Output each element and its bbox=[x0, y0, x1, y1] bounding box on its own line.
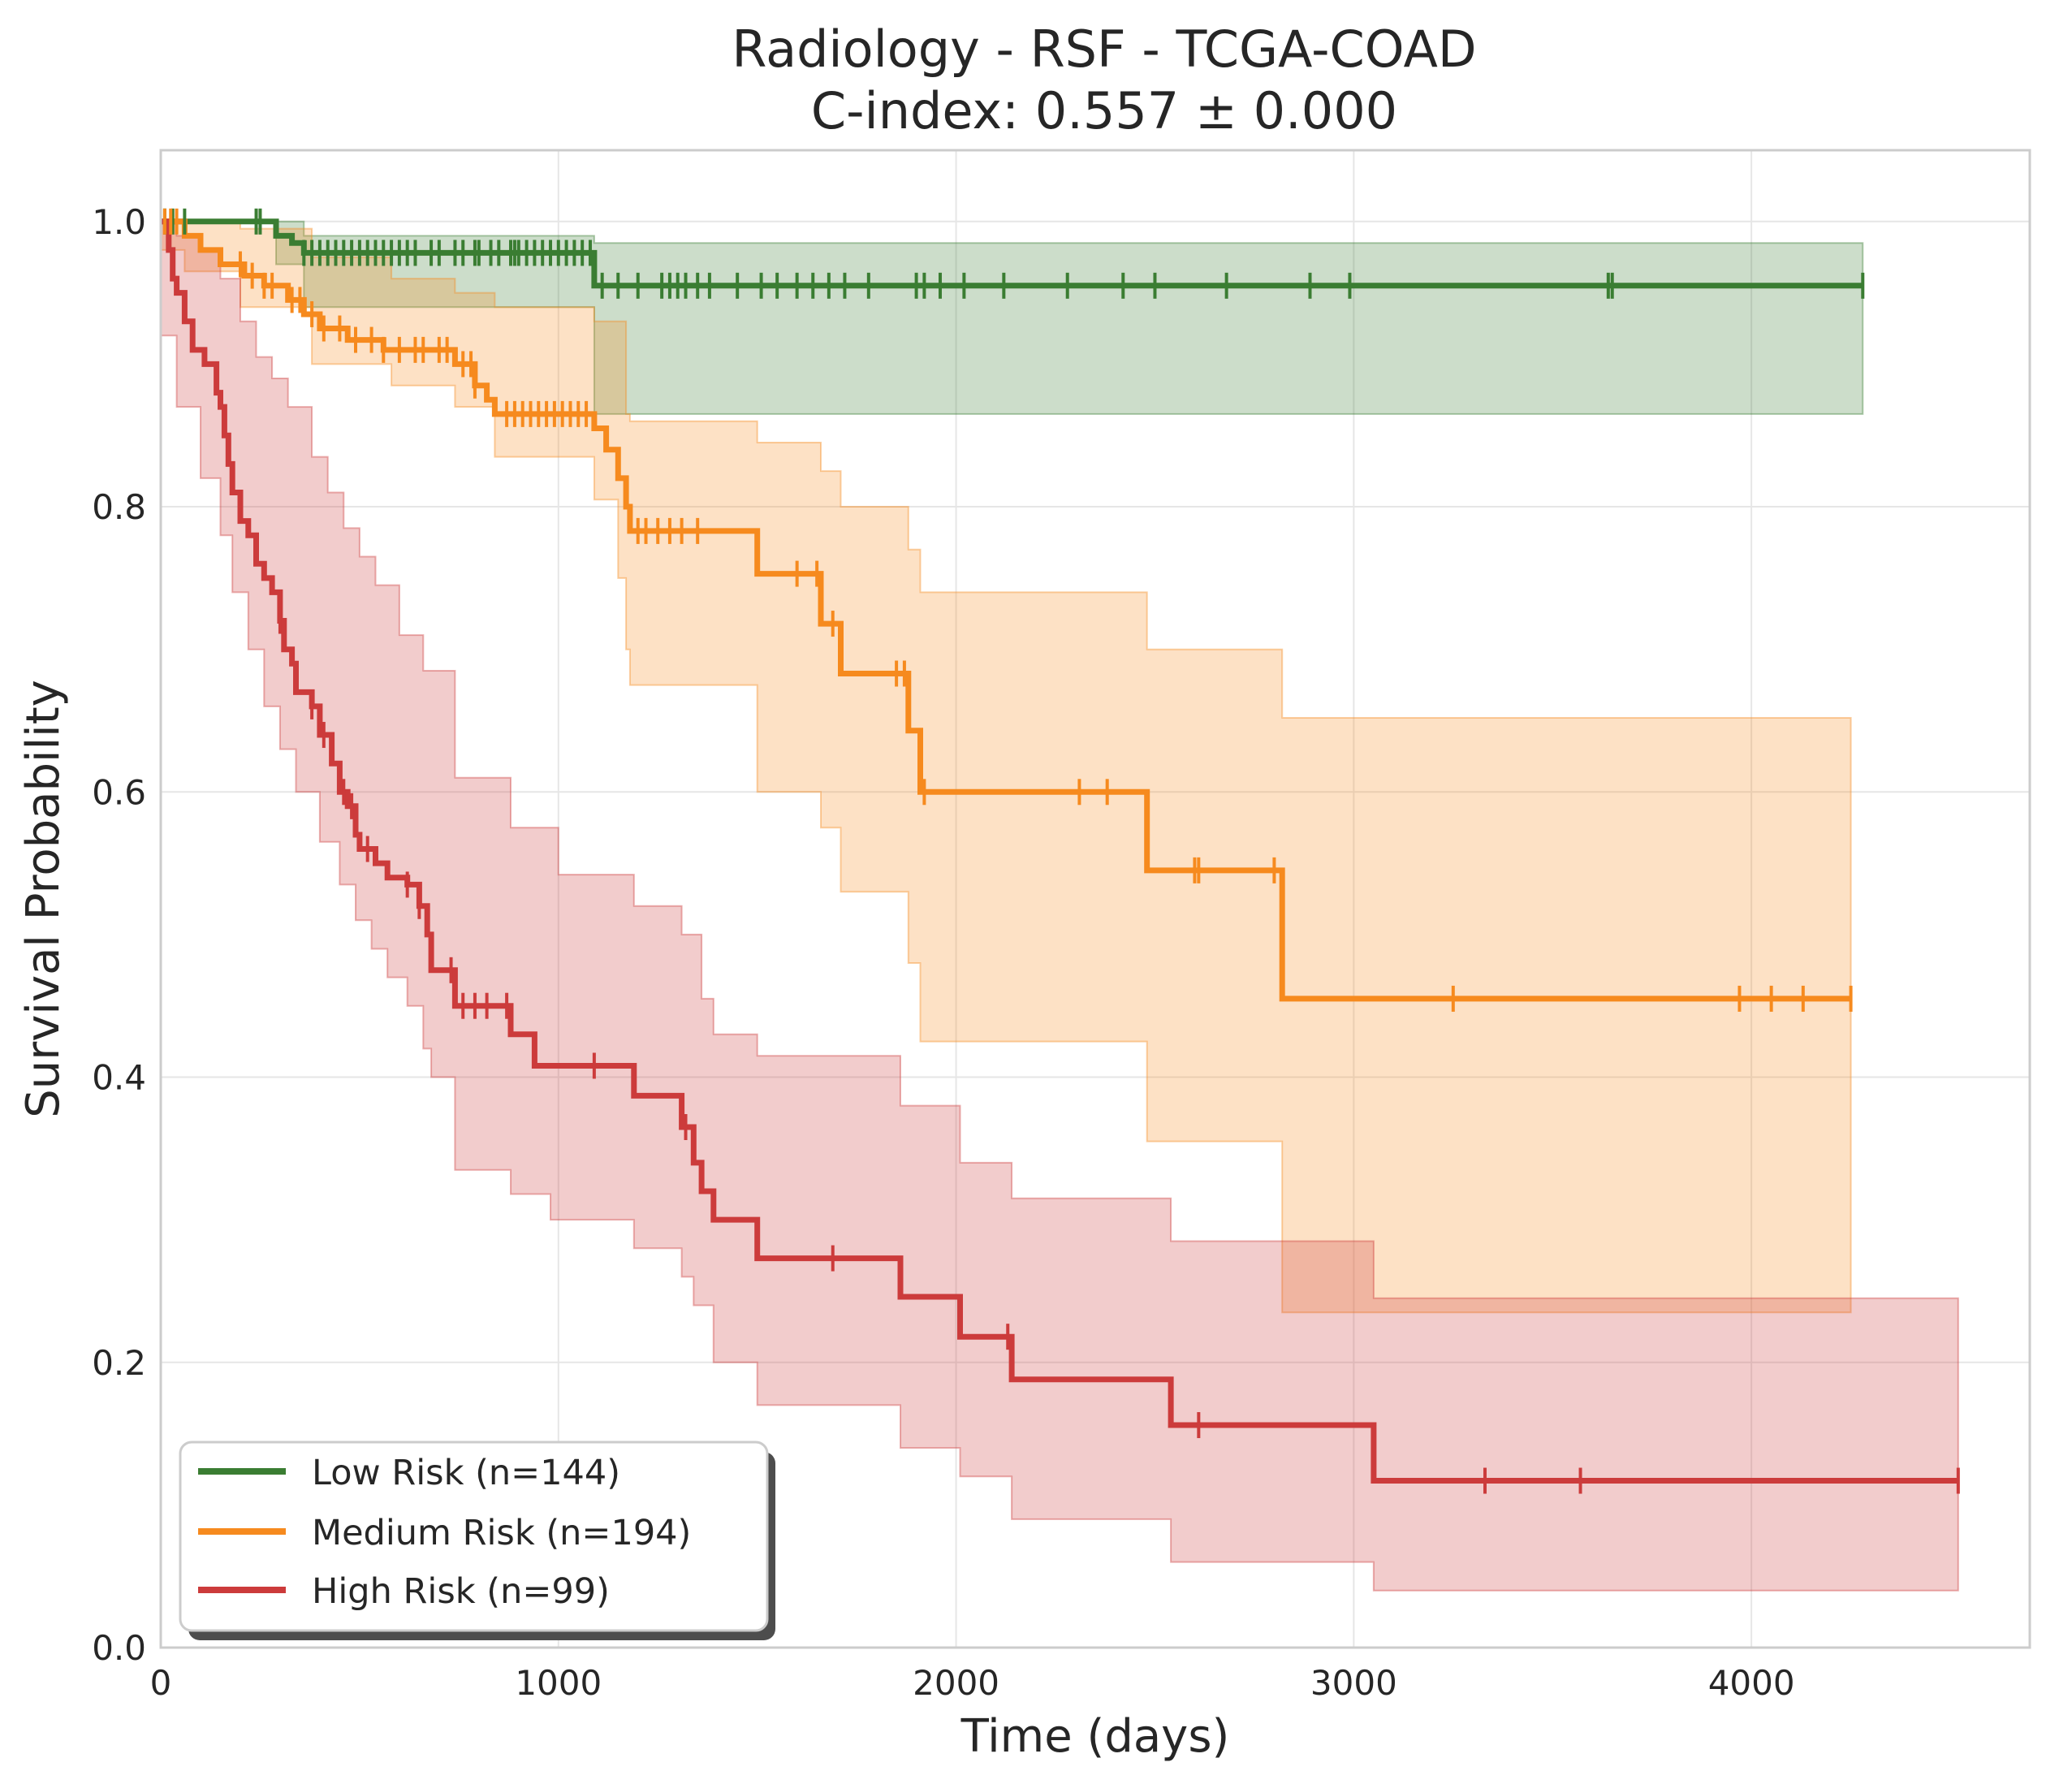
y-tick-label: 0.0 bbox=[92, 1628, 146, 1668]
legend-entry: Low Risk (n=144) bbox=[198, 1453, 620, 1493]
x-tick-label: 2000 bbox=[913, 1663, 999, 1703]
ci-band-low-risk bbox=[161, 220, 1864, 415]
legend-entry: Medium Risk (n=194) bbox=[198, 1513, 691, 1553]
survival-curve-medium-risk bbox=[161, 218, 1851, 1002]
censor-marks bbox=[162, 208, 1960, 1494]
legend: Low Risk (n=144) Medium Risk (n=194) Hig… bbox=[179, 1441, 775, 1640]
x-tick-label: 0 bbox=[150, 1663, 172, 1703]
survival-curve-low-risk bbox=[161, 218, 1863, 289]
legend-entry: High Risk (n=99) bbox=[198, 1571, 610, 1612]
y-tick-label: 1.0 bbox=[92, 202, 146, 242]
y-axis-ticks: 0.0 0.2 0.4 0.6 0.8 1.0 bbox=[92, 202, 146, 1668]
legend-box bbox=[179, 1441, 769, 1632]
y-axis-label: Survival Probability bbox=[17, 680, 70, 1118]
legend-label-high-risk: High Risk (n=99) bbox=[312, 1571, 610, 1612]
grid-lines bbox=[160, 150, 2030, 1648]
y-tick-label: 0.4 bbox=[92, 1058, 146, 1098]
chart-title-line-1: Radiology - RSF - TCGA-COAD bbox=[732, 19, 1476, 79]
x-axis-ticks: 0 1000 2000 3000 4000 bbox=[150, 1663, 1795, 1703]
confidence-bands bbox=[160, 220, 1959, 1592]
chart-title-line-2: C-index: 0.557 ± 0.000 bbox=[811, 81, 1397, 140]
survival-curve-high-risk bbox=[161, 218, 1958, 1484]
y-tick-label: 0.2 bbox=[92, 1343, 146, 1383]
x-tick-label: 4000 bbox=[1708, 1663, 1795, 1703]
x-tick-label: 3000 bbox=[1310, 1663, 1397, 1703]
ci-band-medium-risk bbox=[160, 220, 1852, 1314]
x-tick-label: 1000 bbox=[515, 1663, 602, 1703]
legend-label-low-risk: Low Risk (n=144) bbox=[312, 1453, 620, 1493]
y-tick-label: 0.8 bbox=[92, 487, 146, 527]
plot-frame bbox=[159, 149, 2031, 1649]
legend-label-medium-risk: Medium Risk (n=194) bbox=[312, 1513, 691, 1553]
ci-band-high-risk bbox=[160, 220, 1959, 1592]
y-tick-label: 0.6 bbox=[92, 772, 146, 812]
survival-curves bbox=[161, 218, 1958, 1484]
x-axis-label: Time (days) bbox=[960, 1710, 1230, 1763]
